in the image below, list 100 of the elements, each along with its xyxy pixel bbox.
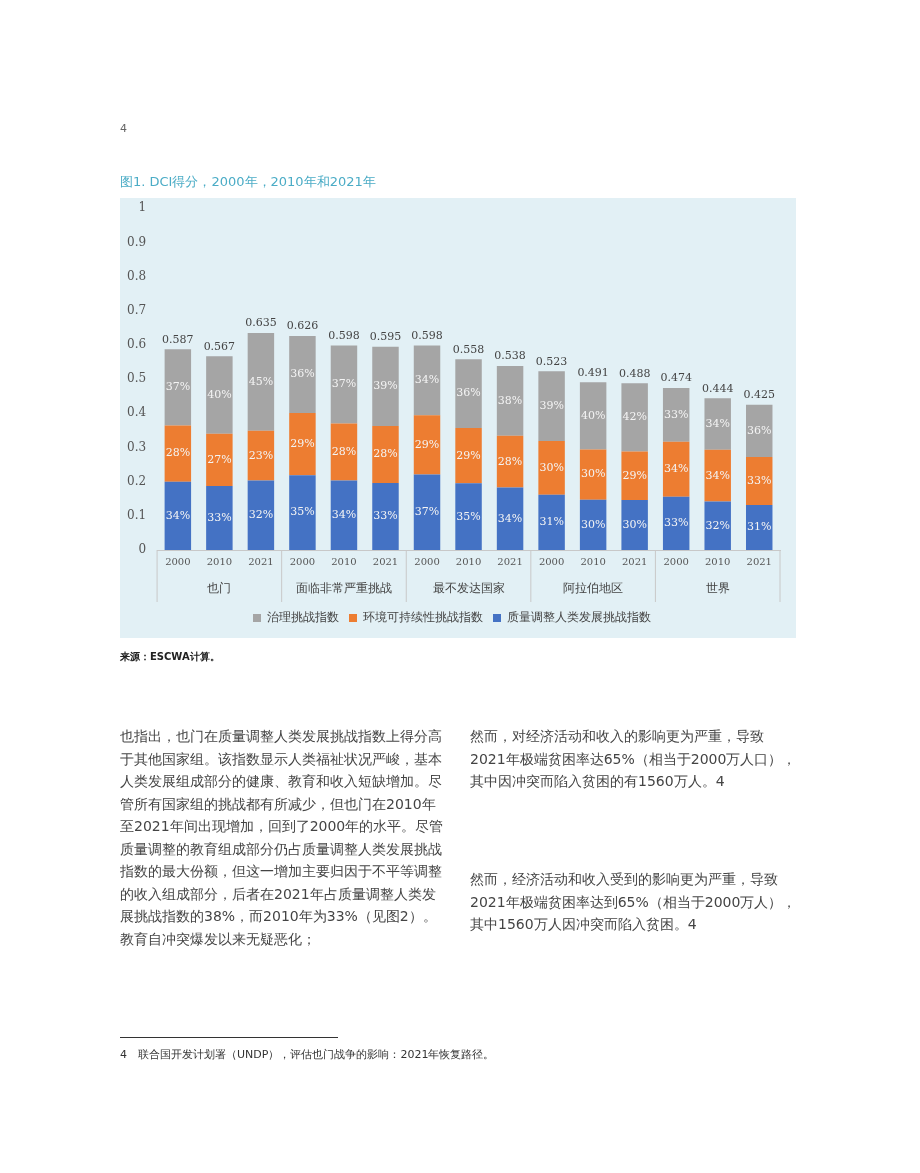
annotation: 42% bbox=[622, 410, 647, 424]
bar bbox=[538, 494, 565, 550]
bar bbox=[372, 346, 399, 426]
bar bbox=[289, 336, 316, 413]
bar bbox=[289, 412, 316, 476]
annotation: 36% bbox=[747, 423, 772, 437]
bar bbox=[579, 382, 607, 450]
x-tick-label: 2000 bbox=[538, 555, 565, 567]
annotation: 33% bbox=[747, 473, 772, 487]
annotation: 34% bbox=[705, 468, 730, 482]
text: 最不发达国家 bbox=[432, 581, 505, 596]
annotation: 37% bbox=[331, 377, 357, 391]
x-tick-label: 2010 bbox=[580, 555, 606, 567]
annotation: 45% bbox=[248, 374, 274, 388]
total-label: 0.444 bbox=[701, 381, 734, 395]
x-tick-label: 2010 bbox=[455, 555, 482, 567]
annotation: 31% bbox=[539, 515, 564, 529]
text: 阿拉伯地区 bbox=[563, 581, 624, 596]
x-tick-label: 2000 bbox=[165, 555, 191, 567]
x-tick-label: 2021 bbox=[372, 555, 399, 567]
annotation: 33% bbox=[373, 509, 398, 523]
total-label: 0.595 bbox=[369, 329, 402, 343]
bar bbox=[662, 387, 690, 442]
x-tick-label: 2010 bbox=[704, 555, 731, 567]
y-tick-label: 0.7 bbox=[126, 302, 147, 317]
text: 也指出，也门在质量调整人类发展挑战指数上得分高于其他国家组。该指数显示人类福祉状况严峻，基本人类发展组成部分的健康、教育和收入短缺增加。尽管所有国家组的挑战都有所减少，但也门在2010年至2021年间出现增加，回到了2000年的水平。尽管质量调整的教育组成部分仍占质量调整人类发展挑战指数的最大份额，但这一增加主要归因于不平等调整的收入组成部分，后者在2021年占质量调整人类发展挑战指数的38%，而2010年为33%（见图2）。教育自冲突爆发以来无疑恶化； bbox=[120, 728, 444, 947]
annotation: 36% bbox=[456, 386, 481, 400]
annotation: 40% bbox=[580, 408, 606, 422]
bar bbox=[206, 486, 233, 550]
annotation: 32% bbox=[248, 508, 274, 522]
total-label: 0.488 bbox=[618, 366, 651, 380]
total-label: 0.598 bbox=[328, 328, 360, 342]
bar bbox=[289, 475, 316, 550]
bar bbox=[164, 481, 192, 550]
legend-label: 质量调整人类发展挑战指数 bbox=[507, 610, 651, 625]
text: 4 bbox=[120, 122, 127, 135]
x-tick-label: 2000 bbox=[289, 555, 316, 567]
x-tick-label: 2010 bbox=[331, 555, 357, 567]
annotation: 31% bbox=[747, 520, 772, 534]
annotation: 23% bbox=[248, 448, 274, 462]
y-tick-label: 0.3 bbox=[126, 439, 147, 454]
annotation: 28% bbox=[497, 454, 523, 468]
bar bbox=[164, 349, 192, 426]
legend-label: 环境可持续性挑战指数 bbox=[363, 610, 483, 625]
annotation: 29% bbox=[414, 437, 440, 451]
y-tick-label: 0.5 bbox=[126, 371, 147, 386]
annotation: 40% bbox=[207, 387, 232, 401]
total-label: 0.523 bbox=[535, 354, 568, 368]
annotation: 30% bbox=[580, 467, 606, 481]
bar bbox=[704, 398, 731, 450]
annotation: 28% bbox=[373, 447, 398, 461]
x-tick-label: 2000 bbox=[414, 555, 440, 567]
y-tick-label: 0.1 bbox=[126, 507, 147, 522]
annotation: 30% bbox=[539, 460, 564, 474]
text: 4 联合国开发计划署（UNDP），评估也门战争的影响：2021年恢复路径。 bbox=[120, 1047, 495, 1062]
y-tick-label: 0.6 bbox=[126, 337, 147, 352]
y-tick-label: 0 bbox=[138, 542, 147, 557]
bar bbox=[206, 356, 233, 434]
y-tick-label: 0.9 bbox=[126, 234, 147, 249]
total-label: 0.626 bbox=[286, 319, 319, 333]
annotation: 37% bbox=[165, 380, 191, 394]
bar bbox=[662, 441, 690, 497]
annotation: 39% bbox=[539, 398, 564, 412]
bar bbox=[372, 425, 399, 484]
source-note: 来源：ESCWA计算。 bbox=[120, 650, 220, 664]
text: 也门 bbox=[207, 581, 232, 596]
annotation: 37% bbox=[414, 505, 440, 519]
annotation: 33% bbox=[663, 407, 689, 421]
annotation: 29% bbox=[290, 436, 315, 450]
x-tick-label: 2021 bbox=[621, 555, 648, 567]
y-tick-label: 0.4 bbox=[126, 405, 147, 420]
bar bbox=[413, 415, 441, 475]
legend-label: 治理挑战指数 bbox=[267, 610, 339, 625]
bar bbox=[538, 371, 565, 441]
annotation: 29% bbox=[622, 468, 647, 482]
bar bbox=[247, 480, 275, 550]
total-label: 0.558 bbox=[452, 342, 485, 356]
annotation: 30% bbox=[580, 517, 606, 531]
annotation: 27% bbox=[207, 452, 232, 466]
bar bbox=[538, 440, 565, 495]
bar bbox=[330, 345, 358, 424]
text: 面临非常严重挑战 bbox=[295, 581, 392, 596]
total-label: 0.567 bbox=[203, 339, 236, 353]
bar bbox=[247, 430, 275, 481]
annotation: 38% bbox=[497, 393, 523, 407]
bar bbox=[621, 500, 648, 550]
text: 然而，对经济活动和收入的影响更为严重，导致2021年极端贫困率达65%（相当于2000万人口），其中因冲突而陷入贫困的有1560万人。4 bbox=[470, 727, 798, 791]
annotation: 28% bbox=[331, 444, 357, 458]
y-tick-label: 0.8 bbox=[126, 268, 147, 283]
annotation: 34% bbox=[414, 373, 440, 387]
bar bbox=[621, 383, 648, 452]
bar bbox=[372, 483, 399, 550]
text: 然而，经济活动和收入受到的影响更为严重，导致2021年极端贫困率达到65%（相当于2000万人），其中1560万人因冲突而陷入贫困。4 bbox=[470, 870, 798, 934]
annotation: 28% bbox=[165, 446, 191, 460]
bar bbox=[455, 427, 482, 484]
x-tick-label: 2010 bbox=[206, 555, 233, 567]
annotation: 34% bbox=[497, 511, 523, 525]
bar bbox=[206, 433, 233, 487]
annotation: 33% bbox=[207, 510, 232, 524]
bar bbox=[496, 487, 524, 550]
